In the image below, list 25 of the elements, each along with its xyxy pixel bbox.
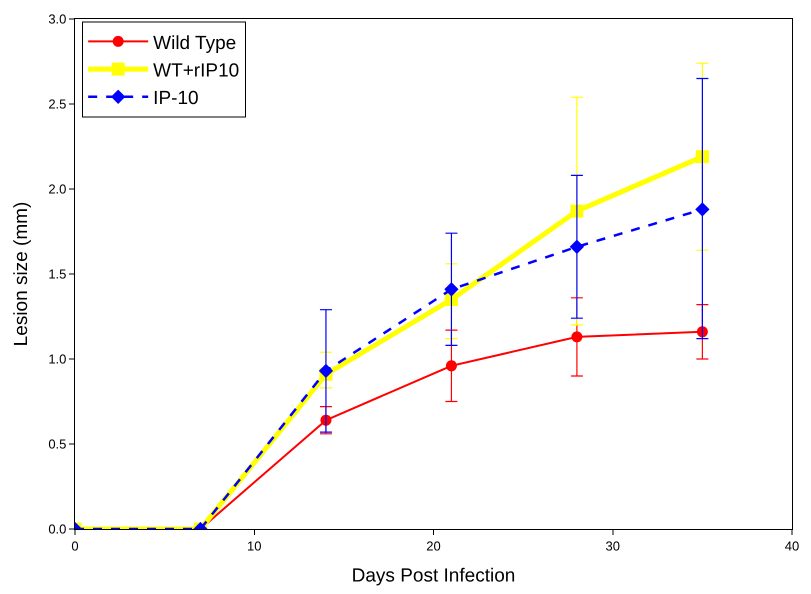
point (696, 150, 709, 164)
x-tick-label: 0 (71, 538, 79, 554)
point (444, 282, 459, 296)
x-axis-title: Days Post Infection (352, 565, 516, 586)
y-tick-label: 0.0 (48, 522, 66, 537)
point (318, 364, 334, 378)
legend-label: IP-10 (153, 88, 199, 110)
y-tick-label: 2.5 (48, 96, 66, 112)
point (570, 204, 584, 218)
x-tick-label: 40 (784, 538, 800, 554)
y-axis-title: Lesion size (mm) (11, 202, 32, 346)
y-tick-label: 0.5 (48, 436, 66, 452)
legend-label: WT+rIP10 (153, 60, 240, 82)
y-tick-label: 1.5 (48, 266, 66, 282)
legend-label: Wild Type (153, 32, 236, 54)
y-tick-label: 1.0 (48, 352, 66, 367)
y-tick-label: 3.0 (48, 12, 66, 27)
point (446, 360, 457, 372)
x-tick-label: 10 (247, 538, 262, 554)
x-tick-label: 30 (606, 538, 620, 554)
point (695, 202, 710, 217)
point (570, 240, 584, 254)
x-tick-label: 20 (426, 538, 441, 554)
point (571, 331, 582, 342)
y-tick-label: 2.0 (48, 182, 66, 197)
